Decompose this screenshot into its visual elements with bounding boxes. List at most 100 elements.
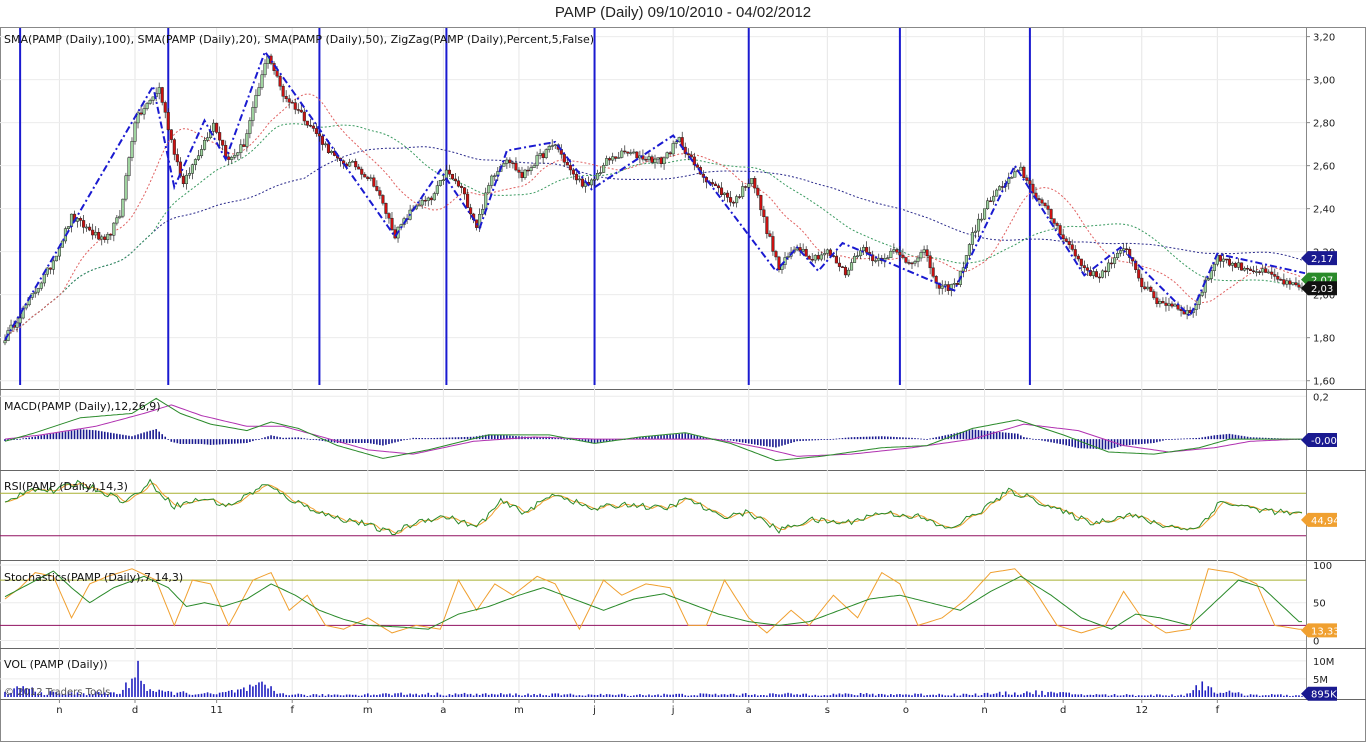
volume-bar: [415, 693, 417, 697]
candle: [1116, 251, 1120, 260]
stochastics-panel[interactable]: [0, 568, 1306, 634]
candle-body: [650, 156, 654, 163]
volume-bar: [902, 694, 904, 697]
candle-body: [813, 255, 817, 261]
volume-bar: [13, 688, 15, 697]
macd-panel[interactable]: [4, 397, 1303, 462]
candle: [221, 139, 225, 151]
macd-histogram-bar: [560, 438, 563, 440]
candle: [877, 253, 881, 267]
candle-body: [644, 159, 648, 161]
candle: [317, 128, 321, 142]
volume-bar: [391, 695, 393, 697]
macd-histogram-bar: [1010, 433, 1013, 440]
candle-body: [786, 256, 790, 258]
macd-histogram-bar: [1020, 435, 1022, 440]
volume-bar: [376, 694, 378, 697]
macd-histogram-bar: [1044, 439, 1046, 442]
volume-panel[interactable]: [4, 660, 1303, 697]
candle-body: [33, 291, 37, 294]
volume-bar: [838, 693, 841, 697]
candle-body: [550, 145, 554, 147]
macd-histogram-bar: [424, 438, 427, 440]
candle: [1185, 304, 1189, 320]
candle: [544, 148, 548, 160]
volume-bar: [1053, 692, 1055, 697]
volume-bar: [823, 695, 826, 697]
candle: [825, 248, 829, 259]
volume-bar: [1237, 692, 1240, 697]
macd-histogram-bar: [100, 431, 103, 440]
candle-body: [39, 282, 43, 289]
volume-bar: [566, 694, 569, 697]
volume-bar: [956, 695, 959, 697]
candle-body: [1040, 199, 1044, 204]
macd-histogram-bar: [1095, 439, 1098, 449]
candle: [199, 144, 204, 159]
candle-body: [602, 165, 606, 173]
candle: [620, 148, 624, 159]
candle: [432, 191, 436, 201]
candle: [357, 163, 361, 170]
candle: [961, 261, 965, 278]
volume-bar: [811, 695, 814, 697]
candle-body: [66, 226, 71, 229]
copyright-text: © 2012 Traders Tools: [4, 687, 110, 698]
macd-histogram-bar: [932, 437, 934, 440]
volume-bar: [974, 693, 977, 697]
candle: [511, 161, 515, 169]
volume-bar: [64, 694, 67, 697]
candle-body: [1246, 267, 1250, 270]
rsi-panel[interactable]: [0, 478, 1306, 537]
macd-histogram-bar: [720, 439, 723, 441]
candle: [1031, 178, 1035, 200]
candle-body: [747, 183, 751, 188]
volume-bar: [935, 695, 937, 697]
volume-bar: [79, 694, 82, 697]
candle: [314, 123, 318, 137]
volume-label: VOL (PAMP (Daily)): [4, 658, 108, 671]
macd-histogram-bar: [448, 437, 451, 440]
macd-histogram-bar: [735, 439, 738, 442]
candle-body: [299, 109, 303, 113]
macd-histogram-bar: [412, 437, 414, 440]
macd-histogram-bar: [173, 439, 176, 443]
candle: [1073, 245, 1077, 262]
candle: [998, 185, 1002, 191]
volume-bar: [1074, 694, 1077, 697]
candle-body: [106, 233, 110, 240]
volume-bar: [110, 692, 112, 697]
candle-body: [76, 218, 80, 222]
stochastics-value-tag-text: 13,33: [1311, 626, 1340, 637]
candle: [768, 230, 772, 238]
candle: [898, 246, 902, 262]
candle: [296, 103, 300, 114]
candle-body: [94, 231, 98, 236]
candle: [157, 82, 161, 100]
volume-bar: [772, 693, 774, 697]
price-panel[interactable]: [3, 28, 1306, 385]
volume-bar: [496, 694, 499, 697]
candle: [834, 250, 838, 264]
candle: [387, 212, 391, 224]
macd-histogram-bar: [769, 439, 771, 447]
macd-histogram-bar: [896, 437, 898, 440]
volume-bar: [433, 695, 436, 697]
macd-histogram-bar: [270, 435, 272, 440]
candle: [366, 175, 370, 182]
macd-histogram-bar: [506, 435, 508, 440]
candle: [967, 242, 971, 260]
macd-histogram-bar: [1252, 437, 1255, 440]
candle: [487, 182, 491, 194]
volume-bar: [321, 693, 324, 697]
macd-histogram-bar: [533, 437, 535, 440]
candle: [76, 217, 80, 228]
candle: [886, 255, 890, 260]
volume-bar: [481, 693, 484, 697]
volume-bar: [1044, 694, 1046, 697]
volume-bar: [790, 693, 792, 697]
macd-histogram-bar: [306, 438, 309, 440]
candle-body: [79, 218, 83, 221]
macd-signal-line: [4, 404, 1302, 457]
candle-body: [514, 162, 518, 171]
